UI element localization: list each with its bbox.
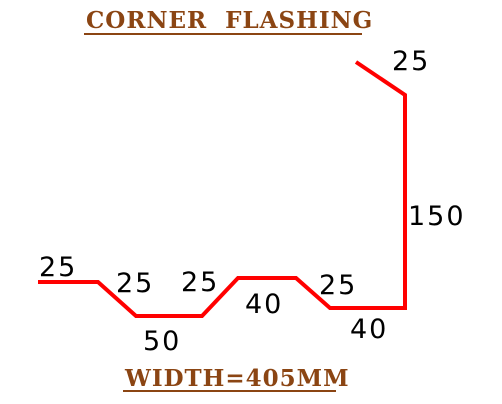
dimension-top-flat: 40	[245, 289, 283, 320]
dimension-vertical: 150	[408, 201, 466, 232]
width-label: WIDTH=405MM	[124, 365, 350, 392]
flashing-profile	[38, 60, 407, 318]
dimension-left-flat: 25	[39, 252, 77, 283]
diagram-title: CORNER FLASHING	[86, 7, 373, 34]
dimension-bottom-flat: 50	[143, 326, 181, 357]
dimension-slope-up: 25	[181, 267, 219, 298]
dimension-slope-down-right: 25	[319, 270, 357, 301]
dimension-right-flat: 40	[350, 314, 388, 345]
dimension-slope-down: 25	[116, 268, 154, 299]
dimension-top-hook: 25	[392, 46, 430, 77]
